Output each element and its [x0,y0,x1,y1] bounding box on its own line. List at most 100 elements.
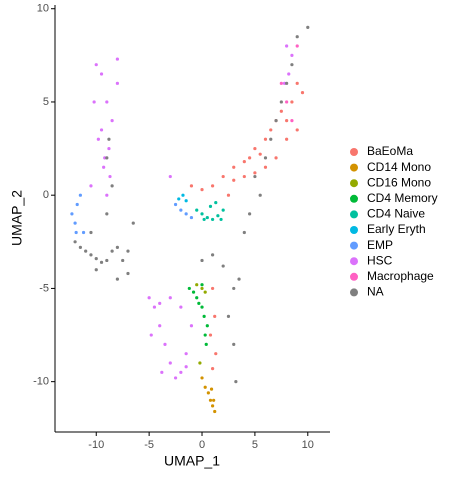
point [221,208,225,212]
point [213,409,217,414]
point [195,208,199,212]
point [105,212,109,216]
y-tick-label: 0 [43,189,49,201]
point [147,296,151,300]
point [216,214,220,218]
point [149,333,153,337]
point [226,193,231,197]
point [73,221,77,225]
point [105,193,109,197]
legend-label: CD16 Mono [367,175,431,189]
point [219,217,223,222]
point [295,35,299,39]
point [173,202,178,207]
point [208,398,213,402]
point [279,100,283,104]
point [94,63,98,67]
point [152,305,157,309]
point [94,268,98,272]
x-tick-label: 5 [252,439,258,451]
point [74,230,78,235]
point [73,240,77,244]
point [195,283,199,287]
point [200,376,204,380]
point [168,174,172,179]
legend-marker [350,288,358,297]
point [214,352,218,356]
point [94,256,98,261]
legend-label: CD14 Mono [367,160,431,174]
point [107,146,111,151]
point [200,187,204,192]
x-axis-label: UMAP_1 [164,453,220,469]
point [78,245,82,250]
point [248,156,252,160]
point [202,217,206,222]
point [213,314,217,318]
point [203,385,207,389]
point [234,380,238,384]
legend-marker [350,148,358,156]
legend-label: NA [367,285,384,299]
point [92,100,96,104]
legend-marker [350,257,358,266]
point [263,165,268,169]
point [290,119,294,123]
y-tick-label: 10 [37,3,49,15]
point [232,286,236,291]
point [285,119,289,123]
point [242,160,246,164]
point [237,277,241,281]
point [158,301,162,305]
point [115,277,120,281]
point [99,72,104,76]
point [210,217,215,222]
point [200,258,204,263]
legend-marker [350,210,358,219]
legend-label: EMP [367,238,393,252]
point [221,174,225,179]
point [179,305,183,309]
point [295,44,299,48]
point [179,208,183,212]
point [258,152,262,156]
point [189,215,194,220]
point [189,184,194,188]
point [279,81,283,85]
point [208,333,213,337]
point [202,314,206,318]
point [197,301,201,305]
point [105,156,109,160]
point [210,367,215,371]
point [177,197,181,201]
point [160,370,164,374]
point [105,100,109,104]
point [285,44,289,48]
point [198,361,202,365]
point [205,324,209,328]
point [84,249,88,253]
point [200,283,204,287]
point [290,63,294,67]
point [248,212,252,216]
y-axis-label: UMAP_2 [9,190,25,246]
point [274,119,278,123]
point [89,230,93,235]
point [285,137,289,141]
point [287,72,291,76]
legend-marker [350,272,358,281]
point [210,184,215,188]
point [81,230,86,235]
point [195,296,199,300]
point [89,184,93,188]
point [121,258,125,263]
point [70,212,74,216]
point [274,156,278,160]
point [279,109,283,113]
point [96,137,100,141]
point [208,204,213,208]
point [203,290,207,294]
point [184,352,188,356]
point [110,249,114,253]
